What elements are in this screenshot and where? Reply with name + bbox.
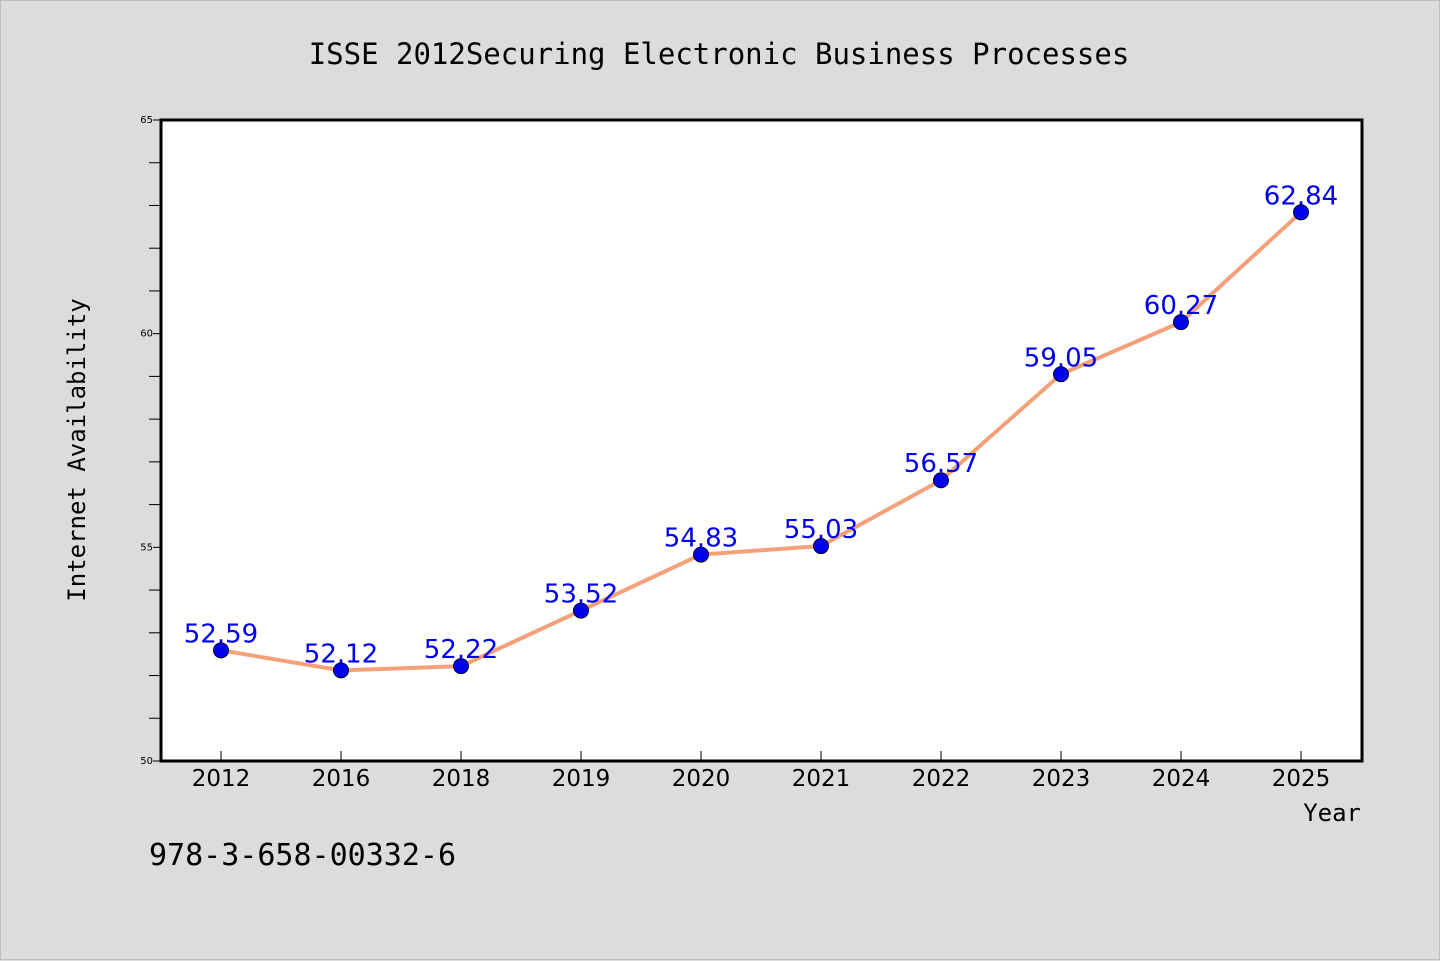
y-tick-label: 50 bbox=[140, 756, 153, 767]
data-point bbox=[1293, 204, 1309, 221]
y-tick-label: 55 bbox=[140, 542, 153, 553]
plot-area bbox=[159, 118, 1364, 763]
x-tick-label: 2018 bbox=[432, 766, 491, 792]
chart-title: ISSE 2012Securing Electronic Business Pr… bbox=[309, 37, 1130, 71]
data-point bbox=[813, 538, 829, 555]
x-tick-label: 2022 bbox=[912, 766, 971, 792]
y-axis-ticks: 50 55 60 65 bbox=[140, 115, 161, 767]
isbn-footnote: 978-3-658-00332-6 bbox=[149, 838, 456, 873]
x-tick-label: 2021 bbox=[792, 766, 851, 792]
x-tick-label: 2023 bbox=[1032, 766, 1091, 792]
data-point bbox=[693, 546, 709, 563]
x-tick-label: 2019 bbox=[552, 766, 611, 792]
data-point bbox=[1173, 314, 1189, 331]
x-tick-label: 2025 bbox=[1272, 766, 1331, 792]
data-point bbox=[933, 472, 949, 489]
y-axis-label: Internet Availability bbox=[63, 298, 91, 601]
data-point bbox=[333, 662, 349, 679]
data-point bbox=[453, 658, 469, 675]
data-point bbox=[573, 602, 589, 619]
x-tick-label: 2012 bbox=[192, 766, 251, 792]
y-tick-label: 60 bbox=[140, 329, 153, 340]
x-tick-label: 2024 bbox=[1152, 766, 1211, 792]
x-tick-label: 2016 bbox=[312, 766, 371, 792]
x-axis-ticks: 2012 2016 2018 2019 2020 2021 2022 2023 2024 2025 bbox=[192, 751, 1331, 792]
data-point bbox=[213, 642, 229, 659]
x-axis-label: Year bbox=[1303, 799, 1361, 827]
x-tick-label: 2020 bbox=[672, 766, 731, 792]
y-tick-label: 65 bbox=[140, 115, 153, 126]
series-line bbox=[219, 210, 1303, 673]
data-point bbox=[1053, 366, 1069, 383]
